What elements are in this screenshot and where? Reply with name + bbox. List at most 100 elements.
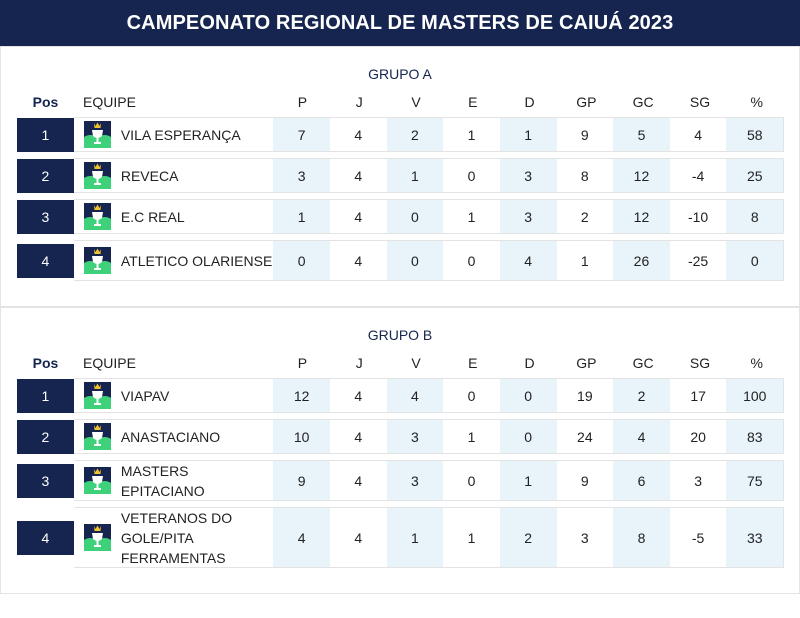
column-header-row: Pos EQUIPE P J V E D GP GC SG % bbox=[17, 353, 785, 373]
stat-pct: 8 bbox=[726, 199, 785, 234]
team-shield-icon bbox=[83, 247, 111, 274]
col-d: D bbox=[524, 94, 535, 110]
team-shield-icon bbox=[83, 524, 111, 551]
table-row: 4 ATLETICO OLARIENSE 0 4 0 0 4 1 26 -25 0 bbox=[17, 240, 785, 281]
position-badge: 2 bbox=[17, 419, 74, 454]
col-gc: GC bbox=[632, 355, 654, 371]
stat-p: 9 bbox=[273, 460, 330, 501]
team-cell: ANASTACIANO bbox=[73, 419, 274, 454]
position-badge: 2 bbox=[17, 158, 74, 193]
col-team: EQUIPE bbox=[83, 355, 136, 371]
stat-v: 1 bbox=[386, 158, 444, 193]
col-sg: SG bbox=[689, 94, 711, 110]
stat-gc: 2 bbox=[613, 378, 670, 413]
team-cell: MASTERS EPITACIANO bbox=[73, 460, 274, 501]
stat-v: 1 bbox=[386, 507, 444, 568]
stat-j: 4 bbox=[329, 378, 387, 413]
team-cell: VIAPAV bbox=[73, 378, 274, 413]
stat-j: 4 bbox=[329, 199, 387, 234]
stat-gp: 8 bbox=[556, 158, 614, 193]
col-sg: SG bbox=[689, 355, 711, 371]
stat-d: 1 bbox=[499, 117, 557, 152]
position-badge: 4 bbox=[17, 520, 74, 555]
team-shield-icon bbox=[83, 423, 111, 450]
stat-j: 4 bbox=[329, 419, 387, 454]
stat-j: 4 bbox=[329, 240, 387, 281]
team-name: VIAPAV bbox=[120, 387, 170, 404]
col-team: EQUIPE bbox=[83, 94, 136, 110]
team-cell: REVECA bbox=[73, 158, 274, 193]
table-row: 2 ANASTACIANO 10 4 3 1 0 24 4 20 83 bbox=[17, 419, 785, 454]
stat-d: 3 bbox=[499, 158, 557, 193]
team-cell: VILA ESPERANÇA bbox=[73, 117, 274, 152]
stat-gc: 26 bbox=[613, 240, 670, 281]
col-gc: GC bbox=[632, 94, 654, 110]
stat-e: 0 bbox=[443, 460, 500, 501]
stat-pct: 75 bbox=[726, 460, 785, 501]
stat-sg: 3 bbox=[669, 460, 727, 501]
stat-e: 1 bbox=[443, 117, 500, 152]
stat-sg: -4 bbox=[669, 158, 727, 193]
col-e: E bbox=[468, 355, 478, 371]
stat-sg: 17 bbox=[669, 378, 727, 413]
table-row: 1 VIAPAV 12 4 4 0 0 19 2 17 100 bbox=[17, 378, 785, 413]
stat-d: 3 bbox=[499, 199, 557, 234]
stat-pct: 25 bbox=[726, 158, 785, 193]
stat-d: 0 bbox=[499, 419, 557, 454]
stat-e: 0 bbox=[443, 378, 500, 413]
stat-gp: 24 bbox=[556, 419, 614, 454]
col-j: J bbox=[355, 94, 363, 110]
col-gp: GP bbox=[576, 94, 597, 110]
col-v: V bbox=[411, 94, 421, 110]
stat-gp: 9 bbox=[556, 117, 614, 152]
team-name: ANASTACIANO bbox=[120, 428, 221, 445]
table-row: 4 VETERANOS DO GOLE/PITA FERRAMENTAS 4 4 1 1 2… bbox=[17, 507, 785, 568]
stat-e: 1 bbox=[443, 419, 500, 454]
stat-pct: 100 bbox=[726, 378, 785, 413]
col-pos: Pos bbox=[32, 94, 59, 110]
stat-gc: 12 bbox=[613, 199, 670, 234]
team-name: VETERANOS DO GOLE/PITA FERRAMENTAS bbox=[120, 509, 233, 566]
stat-sg: -10 bbox=[669, 199, 727, 234]
stat-p: 7 bbox=[273, 117, 330, 152]
col-v: V bbox=[411, 355, 421, 371]
team-shield-icon bbox=[83, 467, 111, 494]
stat-gc: 12 bbox=[613, 158, 670, 193]
group-card-b: GRUPO B Pos EQUIPE P J V E D GP GC SG % … bbox=[0, 307, 800, 594]
stat-sg: -25 bbox=[669, 240, 727, 281]
stat-v: 0 bbox=[386, 240, 444, 281]
page-title: CAMPEONATO REGIONAL DE MASTERS DE CAIUÁ … bbox=[0, 0, 800, 46]
stat-e: 1 bbox=[443, 507, 500, 568]
col-p: P bbox=[297, 94, 308, 110]
stat-gc: 4 bbox=[613, 419, 670, 454]
stat-j: 4 bbox=[329, 507, 387, 568]
stat-p: 4 bbox=[273, 507, 330, 568]
stat-v: 4 bbox=[386, 378, 444, 413]
stat-e: 0 bbox=[443, 240, 500, 281]
stat-j: 4 bbox=[329, 117, 387, 152]
position-badge: 3 bbox=[17, 199, 74, 234]
team-name: E.C REAL bbox=[120, 208, 185, 225]
team-name: VILA ESPERANÇA bbox=[120, 126, 241, 143]
team-name: ATLETICO OLARIENSE bbox=[120, 252, 273, 269]
stat-p: 1 bbox=[273, 199, 330, 234]
table-row: 2 REVECA 3 4 1 0 3 8 12 -4 25 bbox=[17, 158, 785, 193]
stat-e: 1 bbox=[443, 199, 500, 234]
team-name: REVECA bbox=[120, 167, 179, 184]
stat-gp: 9 bbox=[556, 460, 614, 501]
stat-v: 2 bbox=[386, 117, 444, 152]
col-j: J bbox=[355, 355, 363, 371]
stat-gc: 5 bbox=[613, 117, 670, 152]
col-e: E bbox=[468, 94, 478, 110]
col-pos: Pos bbox=[32, 355, 59, 371]
stat-pct: 0 bbox=[726, 240, 785, 281]
team-name: MASTERS EPITACIANO bbox=[120, 462, 205, 499]
stat-v: 3 bbox=[386, 419, 444, 454]
table-row: 3 MASTERS EPITACIANO 9 4 3 0 1 9 6 3 75 bbox=[17, 460, 785, 501]
stat-v: 0 bbox=[386, 199, 444, 234]
position-badge: 4 bbox=[17, 243, 74, 278]
stat-sg: 4 bbox=[669, 117, 727, 152]
stat-d: 4 bbox=[499, 240, 557, 281]
team-shield-icon bbox=[83, 382, 111, 409]
team-cell: VETERANOS DO GOLE/PITA FERRAMENTAS bbox=[73, 507, 274, 568]
